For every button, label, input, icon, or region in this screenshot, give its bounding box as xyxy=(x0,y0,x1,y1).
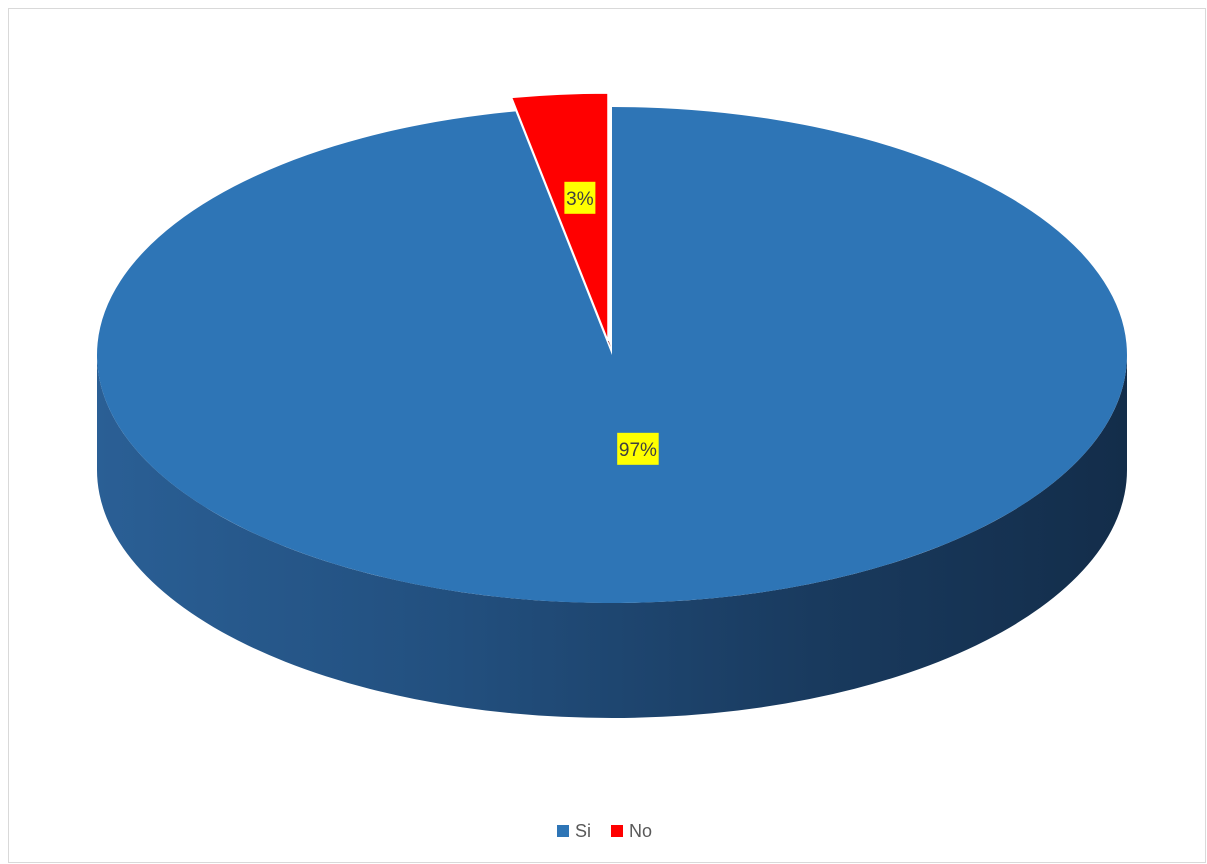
data-label-no-box xyxy=(564,181,596,214)
pie-slice-si-side xyxy=(97,355,1127,718)
legend-label-si: Si xyxy=(575,821,591,841)
data-label-no: 3% xyxy=(564,181,596,214)
data-label-si-box xyxy=(617,432,659,465)
data-label-si: 97% xyxy=(617,432,659,465)
legend-swatch-si xyxy=(557,825,569,837)
data-label-si-text: 97% xyxy=(619,440,657,461)
legend-swatch-no xyxy=(611,825,623,837)
pie-slice-si xyxy=(97,107,1128,603)
legend-item-si: Si xyxy=(557,821,591,841)
pie-slice-no xyxy=(510,92,609,342)
legend-item-no: No xyxy=(611,821,652,841)
data-label-no-text: 3% xyxy=(566,189,594,210)
legend-label-no: No xyxy=(629,821,652,841)
